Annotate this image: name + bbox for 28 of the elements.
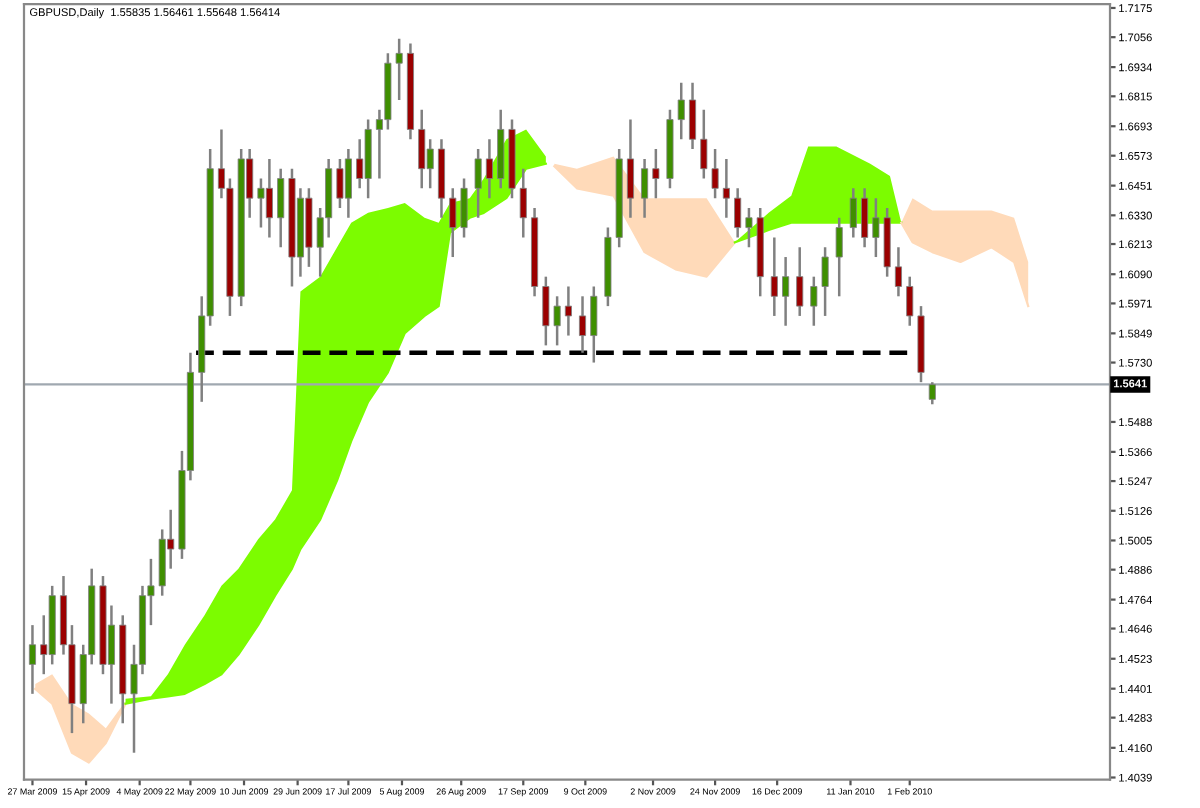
candlestick <box>689 81 697 151</box>
candlestick <box>418 108 426 190</box>
candlestick <box>336 157 344 210</box>
candlestick <box>344 147 352 220</box>
candlestick <box>734 187 742 239</box>
candlestick <box>578 295 587 354</box>
candlestick <box>835 216 843 298</box>
candlestick <box>277 167 285 249</box>
candlestick <box>770 236 778 318</box>
candlestick <box>564 285 572 337</box>
candlestick <box>782 255 790 327</box>
candlestick <box>485 138 493 200</box>
candlestick <box>796 245 804 318</box>
candlestick <box>626 118 634 220</box>
candlestick <box>894 245 902 298</box>
candlestick <box>849 187 857 239</box>
candlestick <box>861 187 869 249</box>
candlestick <box>906 275 914 327</box>
candlestick <box>641 157 649 220</box>
candlestick <box>265 157 273 239</box>
candlestick <box>519 167 527 239</box>
candlestick <box>722 157 730 220</box>
candlestick <box>474 147 482 220</box>
candlestick <box>28 623 36 696</box>
candlestick <box>652 147 660 200</box>
candlestick <box>928 380 936 406</box>
candlestick <box>257 177 265 229</box>
candlestick <box>590 285 598 364</box>
